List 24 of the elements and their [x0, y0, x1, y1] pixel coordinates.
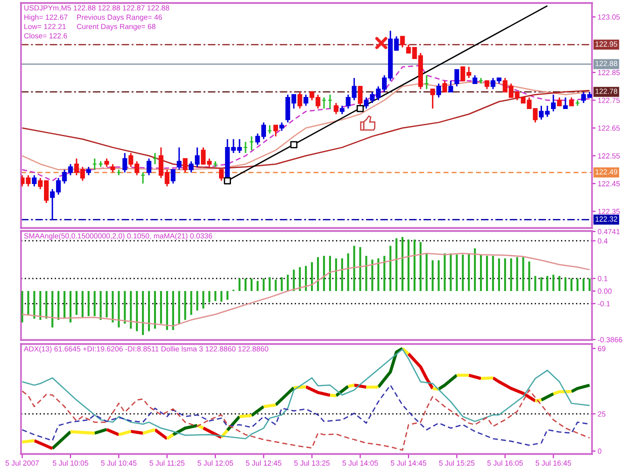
candlestick — [122, 152, 128, 174]
point — [356, 104, 364, 112]
candlestick — [182, 158, 188, 174]
candlestick — [430, 88, 436, 110]
candlestick — [563, 96, 568, 110]
candlestick — [448, 80, 454, 93]
candlestick — [551, 94, 556, 112]
candlestick — [454, 68, 460, 88]
candlestick — [273, 124, 278, 138]
candlestick — [146, 158, 152, 176]
point — [290, 141, 298, 148]
line-series — [22, 252, 590, 327]
candlestick — [298, 91, 302, 110]
candlestick — [304, 94, 308, 106]
candlestick — [400, 36, 405, 48]
line-series — [22, 64, 590, 182]
candlestick — [176, 146, 182, 170]
candlestick — [219, 168, 224, 182]
candlestick — [334, 102, 338, 115]
point — [224, 177, 231, 184]
candlestick — [32, 174, 37, 188]
candlestick — [170, 168, 176, 184]
candlestick — [442, 80, 448, 93]
candlestick — [436, 82, 442, 98]
